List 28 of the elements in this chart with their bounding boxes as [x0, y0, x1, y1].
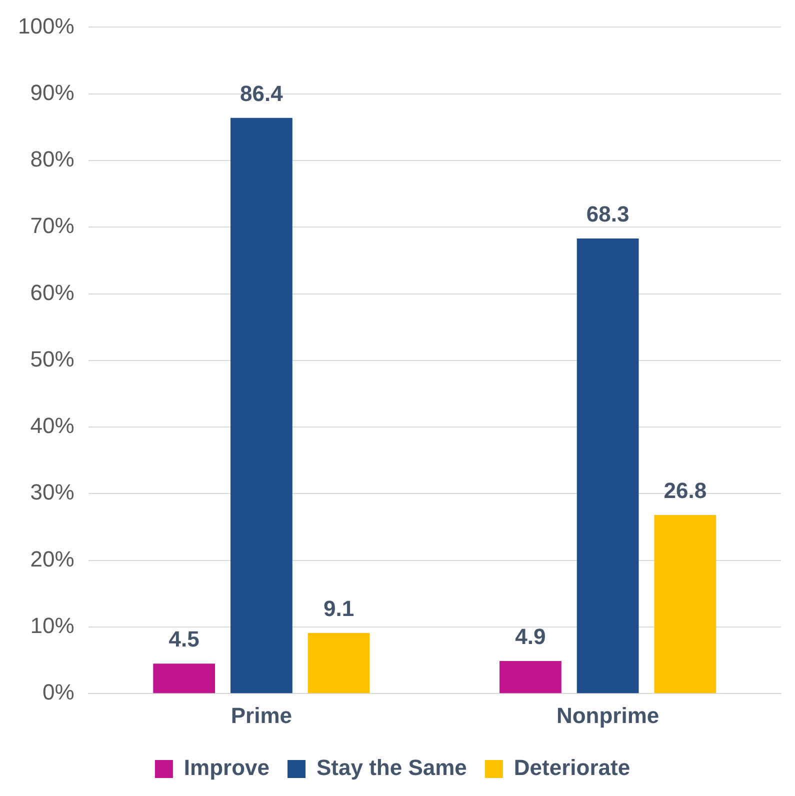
- bar: [500, 660, 562, 694]
- legend-label: Improve: [184, 755, 270, 780]
- data-label: 9.1: [324, 596, 354, 622]
- x-tick-label: Nonprime: [556, 702, 660, 728]
- bar: [576, 238, 639, 694]
- y-tick-label: 50%: [30, 346, 74, 372]
- legend-label: Deteriorate: [514, 755, 630, 780]
- x-tick-label: Prime: [230, 702, 292, 728]
- legend-label: Stay the Same: [316, 755, 467, 780]
- y-tick-label: 0%: [42, 680, 74, 705]
- data-label: 4.9: [515, 624, 546, 650]
- y-tick-label: 30%: [30, 480, 74, 505]
- bar: [308, 632, 370, 694]
- bar: [654, 515, 716, 694]
- y-tick-label: 100%: [18, 13, 74, 38]
- data-label: 26.8: [664, 478, 707, 504]
- y-tick-label: 40%: [30, 413, 74, 438]
- bar: [153, 664, 216, 694]
- data-label: 86.4: [240, 80, 284, 106]
- y-tick-label: 80%: [30, 146, 74, 172]
- y-tick-label: 90%: [30, 80, 74, 105]
- data-label: 68.3: [586, 202, 630, 227]
- bar: [230, 118, 292, 694]
- y-tick-label: 10%: [30, 613, 74, 638]
- data-label: 4.5: [168, 626, 200, 652]
- y-tick-label: 60%: [30, 280, 74, 305]
- y-tick-label: 70%: [30, 213, 74, 238]
- y-tick-label: 20%: [30, 546, 74, 572]
